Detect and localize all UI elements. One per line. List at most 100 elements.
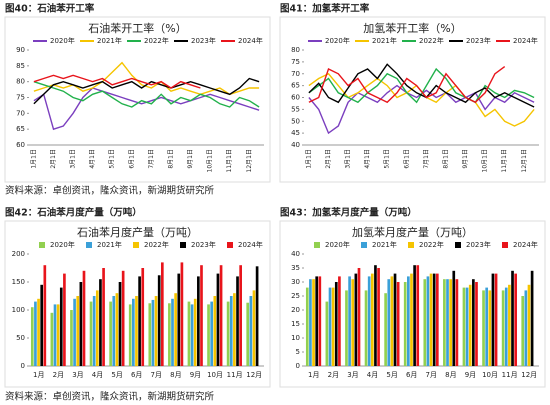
x-tick-label: 9月1日	[187, 149, 194, 169]
legend-label: 2023年	[466, 36, 491, 45]
x-tick-label: 6月1日	[128, 149, 135, 169]
bar	[501, 290, 505, 366]
series-line	[33, 74, 201, 89]
legend-label: 2023年	[191, 240, 216, 249]
panel-border	[279, 220, 546, 388]
source: 资料来源：卓创资讯，隆众资讯，新湖期货研究所	[5, 391, 215, 403]
bar	[374, 265, 377, 366]
bar	[112, 296, 116, 366]
bar	[504, 287, 508, 366]
bar	[76, 296, 80, 366]
bar	[210, 301, 214, 366]
bar	[190, 304, 194, 366]
x-tick-label: 12月	[246, 371, 262, 379]
bar	[393, 273, 397, 366]
bar	[315, 276, 319, 366]
chart-title: 石油苯开工率（%）	[88, 21, 186, 35]
x-tick-label: 5月	[111, 371, 122, 379]
legend-swatch	[502, 242, 508, 248]
x-tick-label: 4月1日	[89, 149, 96, 169]
bar	[482, 290, 485, 366]
y-tick-label: 40	[291, 250, 300, 258]
y-tick-label: 0	[296, 362, 300, 370]
bar	[132, 298, 135, 366]
x-tick-label: 9月	[190, 371, 201, 379]
bar	[50, 312, 54, 366]
legend-label: 2024年	[513, 36, 538, 45]
y-tick-label: 15	[291, 320, 300, 328]
x-tick-label: 3月	[347, 371, 358, 379]
bar	[305, 287, 309, 366]
legend-label: 2024年	[238, 240, 263, 249]
x-tick-label: 2月	[328, 371, 339, 379]
bar	[345, 290, 348, 366]
y-tick-label: 20	[291, 306, 300, 314]
bar	[174, 293, 177, 366]
legend-label: 2021年	[372, 240, 397, 249]
y-tick-label: 70	[16, 109, 25, 117]
legend-swatch	[455, 242, 461, 248]
bar	[390, 276, 394, 366]
bar	[312, 279, 315, 366]
bar	[40, 284, 44, 366]
y-tick-label: 75	[16, 94, 25, 102]
x-tick-label: 1月1日	[30, 149, 37, 169]
bar	[233, 293, 236, 366]
bar	[364, 290, 368, 366]
legend-label: 2023年	[191, 36, 216, 45]
bar	[177, 273, 181, 366]
x-tick-label: 11月	[227, 371, 243, 379]
bar	[236, 276, 239, 366]
panel-border	[279, 16, 546, 183]
legend-label: 2024年	[513, 240, 538, 249]
x-tick-label: 4月	[367, 371, 378, 379]
bar	[213, 296, 217, 366]
bar	[403, 282, 407, 366]
y-tick-label: 45	[291, 129, 300, 137]
y-tick-label: 80	[16, 78, 25, 86]
bar	[200, 265, 203, 366]
bar	[70, 310, 73, 366]
x-tick-label: 10月	[207, 371, 223, 379]
bar	[82, 270, 86, 366]
bar	[187, 301, 191, 366]
legend-swatch	[39, 242, 45, 248]
bar	[73, 298, 76, 366]
bar	[37, 298, 40, 366]
bar	[494, 273, 498, 366]
bar	[377, 268, 380, 366]
bar	[370, 273, 374, 366]
y-tick-label: 65	[291, 82, 300, 90]
figure-caption: 图42：石油苯月度产量（万吨）	[5, 207, 142, 219]
bar	[462, 287, 466, 366]
bar	[443, 279, 446, 366]
legend-label: 2022年	[419, 240, 444, 249]
legend-label: 2022年	[144, 36, 169, 45]
bar	[99, 279, 102, 366]
x-tick-label: 11月1日	[226, 149, 233, 172]
legend-swatch	[314, 242, 320, 248]
legend-swatch	[180, 242, 186, 248]
x-tick-label: 12月1日	[246, 149, 253, 172]
x-tick-label: 6月1日	[403, 149, 410, 169]
figure-caption: 图40：石油苯开工率	[5, 3, 95, 15]
bar	[413, 265, 416, 366]
bar	[334, 282, 338, 366]
bar	[357, 268, 361, 366]
y-tick-label: 60	[16, 141, 25, 149]
y-tick-label: 60	[291, 94, 300, 102]
bar	[118, 282, 122, 366]
x-tick-label: 9月1日	[462, 149, 469, 169]
bar	[472, 279, 475, 366]
x-tick-label: 3月1日	[345, 149, 352, 169]
bar	[455, 279, 459, 366]
legend-label: 2020年	[50, 240, 75, 249]
bar	[219, 265, 223, 366]
y-tick-label: 75	[291, 58, 300, 66]
chart-title: 加氢苯开工率（%）	[363, 21, 461, 35]
x-tick-label: 8月1日	[442, 149, 449, 169]
y-tick-label: 80	[291, 46, 300, 54]
y-tick-label: 5	[296, 348, 300, 356]
y-tick-label: 55	[291, 105, 300, 113]
x-tick-label: 5月	[386, 371, 397, 379]
